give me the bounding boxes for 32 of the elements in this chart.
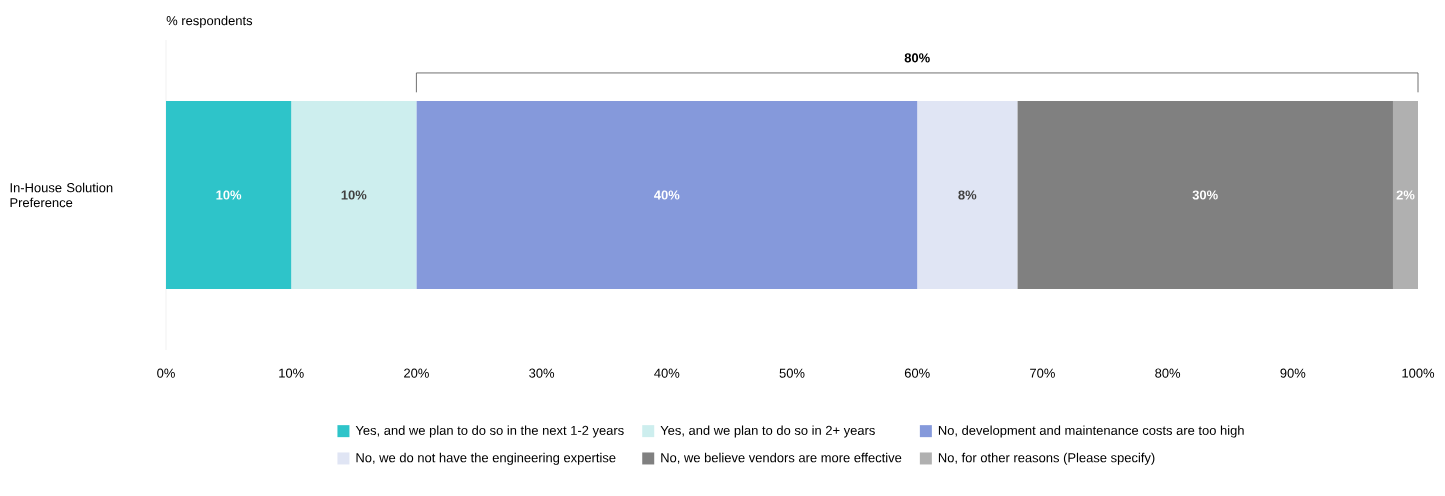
legend-label: No, for other reasons (Please specify) <box>938 452 1155 465</box>
bar <box>291 101 417 289</box>
bar <box>166 101 292 289</box>
x-tick-label: 0% <box>157 368 175 378</box>
bar <box>917 101 1018 289</box>
x-tick-label: 90% <box>1280 368 1306 378</box>
x-tick-label: 80% <box>1155 368 1181 378</box>
text: 80% <box>904 53 930 63</box>
legend-label: No, development and maintenance costs are too high <box>938 425 1244 438</box>
legend-label: Yes, and we plan to do so in 2+ years <box>660 425 875 438</box>
legend-label: Yes, and we plan to do so in the next 1-2 years <box>355 425 624 438</box>
text: % respondents <box>166 15 253 28</box>
x-tick-label: 30% <box>529 368 555 378</box>
data-label: 2% <box>1396 190 1415 200</box>
y-tick-label: In-House Solution Preference <box>10 182 113 208</box>
data-label: 30% <box>1192 190 1218 200</box>
data-label: 40% <box>654 190 680 200</box>
legend-label: No, we do not have the engineering expertise <box>356 452 616 465</box>
x-tick-label: 50% <box>779 368 805 378</box>
x-tick-label: 100% <box>1402 368 1435 378</box>
data-label: 8% <box>958 190 977 200</box>
bar <box>416 101 918 289</box>
x-tick-label: 40% <box>654 368 680 378</box>
legend-label: No, we believe vendors are more effective <box>661 452 902 464</box>
x-tick-label: 10% <box>279 368 304 378</box>
x-tick-label: 70% <box>1030 368 1055 378</box>
data-label: 10% <box>341 190 367 200</box>
data-label: 10% <box>216 190 242 200</box>
bar <box>1392 101 1418 289</box>
x-tick-label: 60% <box>904 368 930 378</box>
bar <box>1017 101 1393 289</box>
x-tick-label: 20% <box>404 368 429 378</box>
